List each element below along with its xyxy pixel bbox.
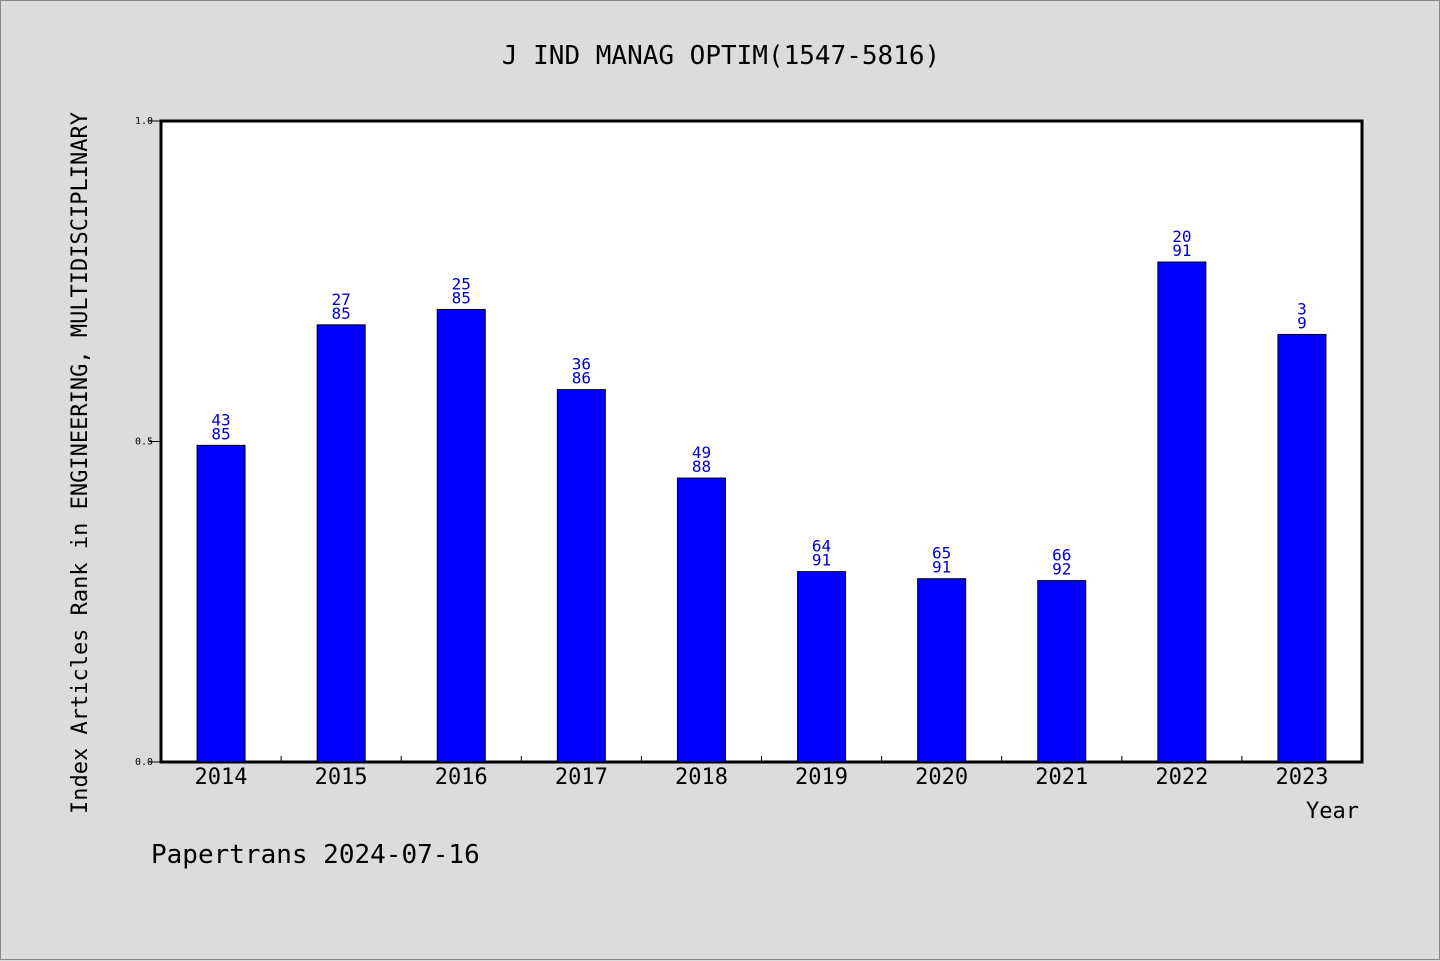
y-tick-label-1.0: 1.0 [135, 116, 153, 127]
bar-2016 [436, 308, 486, 763]
bar-label-bottom-2016: 85 [452, 288, 471, 307]
bar-label-bottom-2017: 86 [572, 369, 591, 388]
y-tick-label-0.0: 0.0 [135, 757, 153, 768]
chart-title: J IND MANAG OPTIM(1547-5816) [502, 41, 940, 71]
bar-label-top-2019: 64 [812, 537, 831, 556]
x-tick-label-2019: 2019 [795, 765, 848, 790]
x-tick-label-2017: 2017 [555, 765, 608, 790]
bar-2023 [1277, 333, 1327, 763]
bar-label-top-2017: 36 [572, 355, 591, 374]
bar-label-top-2022: 20 [1172, 227, 1191, 246]
x-tick-label-2014: 2014 [195, 765, 248, 790]
bar-label-bottom-2015: 85 [332, 304, 351, 323]
bar-label-top-2016: 25 [452, 274, 471, 293]
bar-label-bottom-2023: 9 [1297, 313, 1307, 332]
x-tick-label-2016: 2016 [435, 765, 488, 790]
bar-label-bottom-2022: 91 [1172, 241, 1191, 260]
x-tick-label-2021: 2021 [1035, 765, 1088, 790]
bar-2022 [1157, 261, 1207, 763]
bar-label-top-2014: 43 [211, 410, 230, 429]
bar-2018 [676, 477, 726, 763]
bar-2015 [316, 324, 366, 763]
bar-label-bottom-2018: 88 [692, 457, 711, 476]
bar-label-top-2015: 27 [332, 290, 351, 309]
y-axis-label: Index Articles Rank in ENGINEERING, MULT… [68, 112, 93, 814]
bar-label-top-2021: 66 [1052, 546, 1071, 565]
x-tick-label-2020: 2020 [915, 765, 968, 790]
x-tick-label-2023: 2023 [1275, 765, 1328, 790]
bar-2014 [196, 444, 246, 763]
bar-2021 [1037, 580, 1087, 763]
bar-label-bottom-2021: 92 [1052, 560, 1071, 579]
bar-label-bottom-2019: 91 [812, 551, 831, 570]
x-axis-label: Year [1306, 799, 1359, 824]
bar-2020 [917, 578, 967, 763]
bar-label-bottom-2020: 91 [932, 558, 951, 577]
bar-2017 [556, 389, 606, 763]
footer-text: Papertrans 2024-07-16 [151, 840, 480, 870]
x-tick-label-2015: 2015 [315, 765, 368, 790]
y-tick-label-0.5: 0.5 [135, 437, 153, 448]
bar-2019 [797, 571, 847, 763]
x-tick-label-2022: 2022 [1155, 765, 1208, 790]
bar-label-top-2018: 49 [692, 443, 711, 462]
bar-label-bottom-2014: 85 [211, 424, 230, 443]
bar-label-top-2023: 3 [1297, 299, 1307, 318]
x-tick-label-2018: 2018 [675, 765, 728, 790]
bar-label-top-2020: 65 [932, 544, 951, 563]
